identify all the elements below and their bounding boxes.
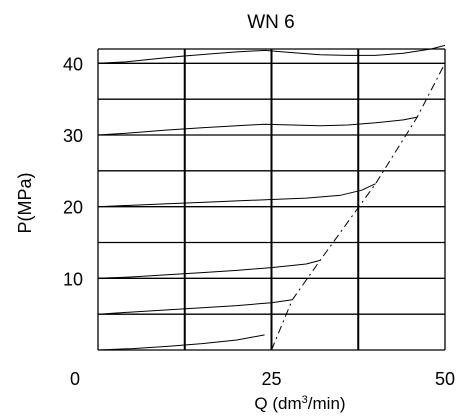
x-axis-label-suffix: /min)	[308, 394, 346, 413]
chart-title: WN 6	[247, 12, 295, 33]
x-axis-label-prefix: Q (dm	[254, 394, 301, 413]
series-line-4	[97, 259, 321, 279]
x-tick-labels: 0 25 50	[70, 369, 455, 389]
series-line-2	[97, 116, 418, 136]
x-axis-label: Q (dm3/min)	[254, 394, 345, 413]
series-line-5	[97, 299, 293, 315]
y-tick-label-10: 10	[63, 269, 83, 289]
x-axis-label-sup: 3	[302, 394, 308, 406]
x-tick-label-0: 0	[70, 369, 80, 389]
y-tick-label-20: 20	[63, 198, 83, 218]
series-group	[97, 44, 446, 351]
x-tick-label-25: 25	[261, 369, 281, 389]
limit-group	[271, 63, 446, 351]
y-tick-label-40: 40	[63, 54, 83, 74]
series-line-6	[97, 334, 265, 351]
x-tick-label-50: 50	[435, 369, 455, 389]
y-tick-labels: 10 20 30 40	[63, 54, 83, 289]
series-line-3	[97, 183, 376, 208]
y-axis-label: P(MPa)	[15, 172, 35, 233]
series-line-1	[97, 44, 446, 64]
y-tick-label-30: 30	[63, 126, 83, 146]
limit-line	[271, 63, 446, 351]
